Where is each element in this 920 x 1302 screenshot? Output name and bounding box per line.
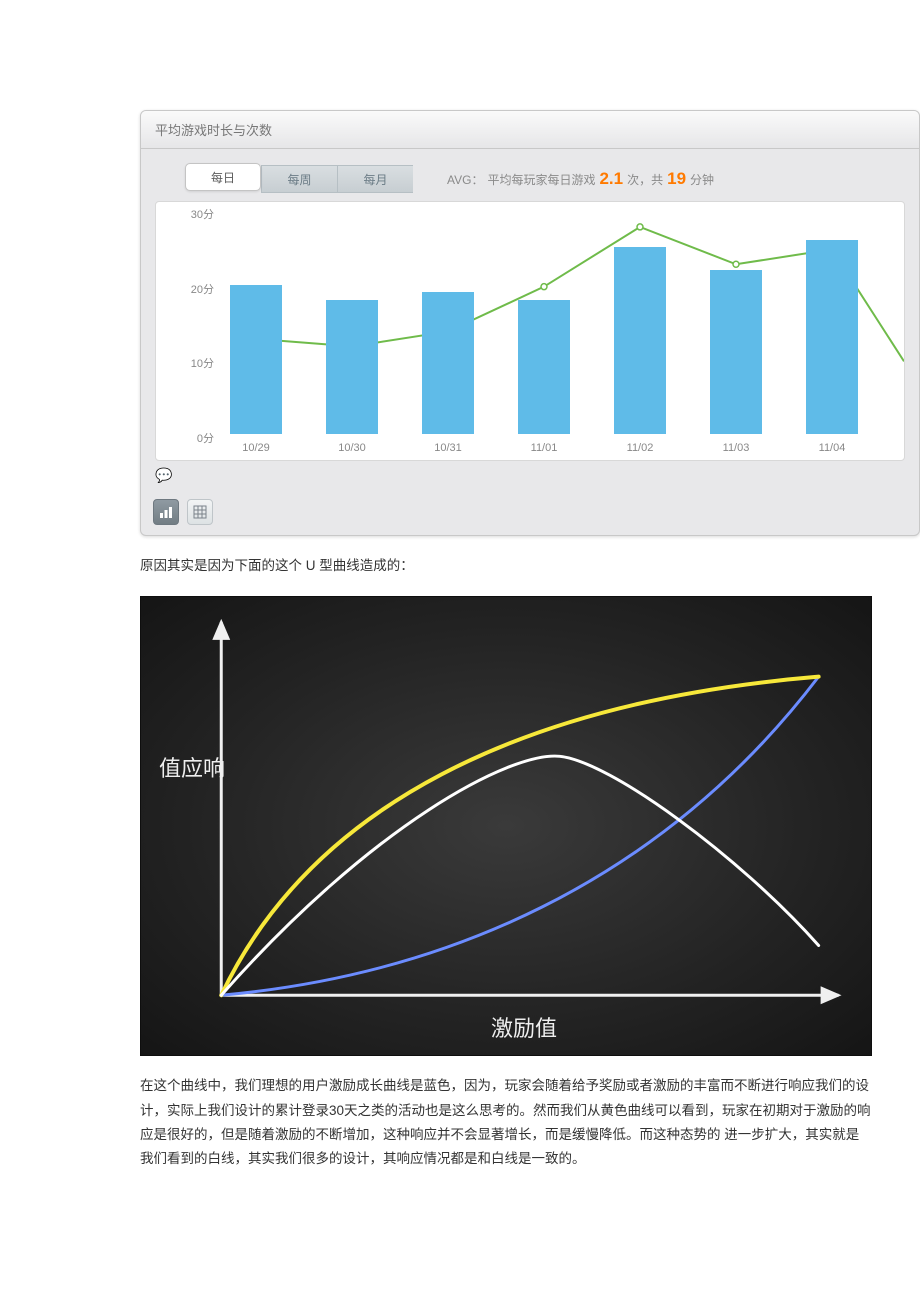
bar [806, 240, 858, 434]
y-tick: 20分 [186, 281, 214, 297]
y-tick: 0分 [186, 430, 214, 446]
x-tick: 10/30 [338, 442, 366, 454]
view-table-button[interactable] [187, 499, 213, 525]
bar [230, 285, 282, 434]
paragraph-1: 原因其实是因为下面的这个 U 型曲线造成的： [140, 554, 872, 578]
panel-footer [141, 493, 919, 535]
panel-body: 每日 每周 每月 AVG： 平均每玩家每日游戏 2.1 次，共 19 分钟 0分… [141, 149, 919, 493]
avg-prefix: AVG： [447, 171, 483, 188]
y-tick: 10分 [186, 355, 214, 371]
x-tick: 10/31 [434, 442, 462, 454]
chart-icon [159, 505, 173, 519]
tab-weekly[interactable]: 每周 [261, 165, 337, 193]
avg-summary: AVG： 平均每玩家每日游戏 2.1 次，共 19 分钟 [447, 169, 714, 189]
y-axis-label: 响应值 [159, 757, 225, 780]
paragraph-2: 在这个曲线中，我们理想的用户激励成长曲线是蓝色，因为，玩家会随着给予奖励或者激励… [140, 1074, 872, 1171]
x-tick: 10/29 [242, 442, 270, 454]
bar [422, 292, 474, 434]
bar [614, 247, 666, 434]
avg-plays: 2.1 [599, 169, 623, 189]
tabs-row: 每日 每周 每月 AVG： 平均每玩家每日游戏 2.1 次，共 19 分钟 [185, 165, 905, 193]
avg-text2: 次，共 [627, 171, 663, 188]
bar-line-chart: 0分 10分 20分 30分 10/29 10/30 10/31 11/01 11/02 11/0… [155, 201, 905, 461]
bar [518, 300, 570, 434]
view-chart-button[interactable] [153, 499, 179, 525]
x-tick: 11/01 [531, 442, 558, 454]
x-tick: 11/04 [819, 442, 846, 454]
incentive-response-diagram: 响应值 激励值 [140, 596, 872, 1056]
x-axis-label: 激励值 [491, 1011, 557, 1043]
avg-minutes: 19 [667, 169, 686, 189]
x-tick: 11/03 [723, 442, 750, 454]
x-tick: 11/02 [627, 442, 654, 454]
avg-text1: 平均每玩家每日游戏 [487, 171, 595, 188]
diagram-svg [141, 597, 871, 1055]
table-icon [193, 505, 207, 519]
y-tick: 30分 [186, 206, 214, 222]
chart-panel: 平均游戏时长与次数 每日 每周 每月 AVG： 平均每玩家每日游戏 2.1 次，… [140, 110, 920, 536]
tab-monthly[interactable]: 每月 [337, 165, 413, 193]
bar [710, 270, 762, 434]
panel-title: 平均游戏时长与次数 [141, 111, 919, 149]
avg-text3: 分钟 [690, 171, 714, 188]
bar [326, 300, 378, 434]
tab-daily[interactable]: 每日 [185, 163, 261, 191]
comment-icon[interactable]: 💬 [155, 467, 172, 483]
